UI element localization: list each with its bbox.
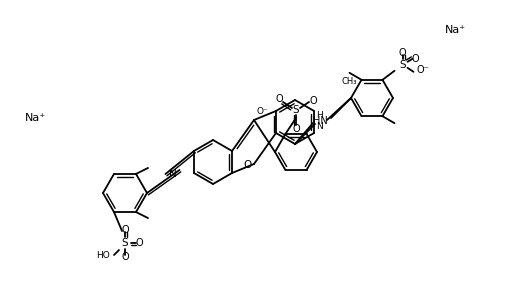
Text: O⁻: O⁻ — [256, 108, 268, 117]
Text: Na⁺: Na⁺ — [24, 113, 45, 123]
Text: O: O — [309, 96, 317, 106]
Text: O: O — [412, 54, 419, 64]
Text: Na⁺: Na⁺ — [444, 25, 466, 35]
Text: O: O — [398, 48, 407, 58]
Text: H
N: H N — [316, 111, 323, 131]
Text: O: O — [121, 252, 129, 262]
Text: HO: HO — [96, 251, 110, 260]
Text: O: O — [292, 124, 300, 134]
Text: S: S — [122, 238, 128, 248]
Text: O: O — [135, 238, 143, 248]
Text: HN: HN — [313, 116, 327, 126]
Text: O⁻: O⁻ — [417, 65, 429, 75]
Text: N: N — [169, 169, 176, 179]
Text: O: O — [121, 225, 129, 235]
Text: O: O — [244, 160, 252, 170]
Text: O: O — [275, 94, 283, 104]
Text: S: S — [293, 105, 299, 115]
Text: S: S — [399, 60, 406, 70]
Text: CH₃: CH₃ — [341, 77, 357, 86]
